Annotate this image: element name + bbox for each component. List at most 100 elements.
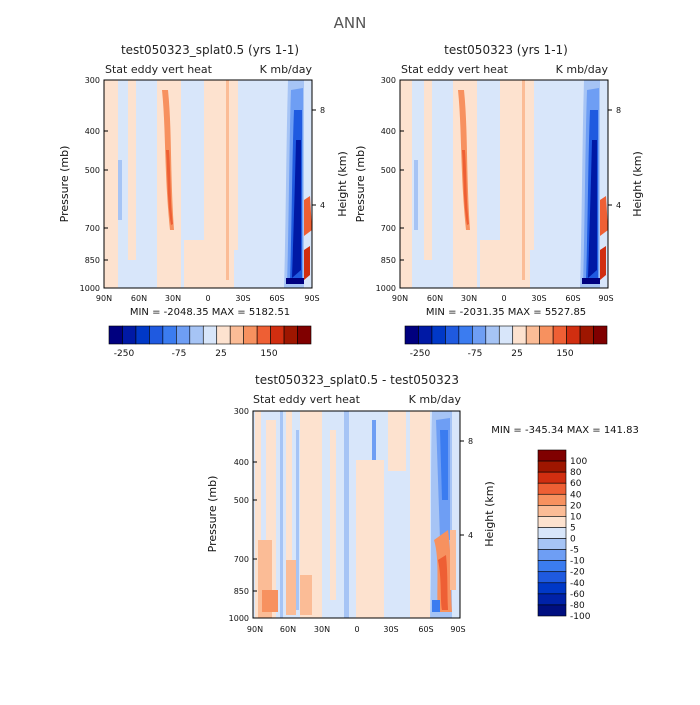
p2-cbar-label-2: 25 [511,349,522,359]
p1-cbar-swatch-6 [189,325,204,345]
p2-ytick-700: 700 [381,224,396,233]
p1-ytick-700: 700 [85,224,100,233]
p2-xtick-3: 0 [501,294,506,303]
p1-ytick-1000: 1000 [80,284,100,293]
p3-xtick-0: 90N [247,625,263,634]
p3-cbar-label-13: -80 [570,601,585,611]
p3-xtick-1: 60N [280,625,296,634]
p2-ytick-500: 500 [381,166,396,175]
panel-2-minmax: MIN = -2031.35 MAX = 5527.85 [426,307,586,318]
panel-3-minmax: MIN = -345.34 MAX = 141.83 [491,425,639,436]
p2-ylabel-right: Height (km) [631,151,644,217]
p2-cbar-swatch-11 [552,325,567,345]
p2-cbar-swatch-3 [445,325,460,345]
p2-ylabel: Pressure (mb) [354,146,367,223]
p1-cbar-swatch-14 [297,325,312,345]
p2-cbar-swatch-14 [593,325,608,345]
p1-ytick-300: 300 [85,76,100,85]
p3-cbar-swatch-10 [537,560,567,573]
p3-cbar-swatch-4 [537,493,567,506]
p1-ytick-850: 850 [85,256,100,265]
p2-cbar-swatch-5 [472,325,487,345]
p1-ylabel: Pressure (mb) [58,146,71,223]
p1-cbar-swatch-3 [149,325,164,345]
panel-2-xaxis: 90N 60N 30N 0 30S 60S 90S [392,294,614,303]
p1-cbar-swatch-8 [216,325,231,345]
p1-xtick-4: 30S [235,294,250,303]
panel-1-xaxis: 90N 60N 30N 0 30S 60S 90S [96,294,320,303]
p3-cbar-label-5: 10 [570,512,582,522]
p3-xtick-4: 30S [383,625,398,634]
p2-cbar-swatch-9 [525,325,540,345]
p3-cbar-label-7: 0 [570,535,576,545]
p2-ytick-300: 300 [381,76,396,85]
panel-3-colorbar [537,449,567,617]
p2-ytick-850: 850 [381,256,396,265]
p3-xtick-3: 0 [354,625,359,634]
panel-2-title: test050323 (yrs 1-1) [444,43,568,57]
p1-cbar-swatch-4 [162,325,177,345]
p2-cbar-label-0: -250 [410,349,431,359]
panel-2-field [400,80,608,288]
panel-1-colorbar [108,325,312,345]
p3-cbar-label-12: -60 [570,590,585,600]
p3-cbar-swatch-13 [537,593,567,606]
p2-rtick-8: 8 [616,106,621,115]
p1-xtick-0: 90N [96,294,112,303]
panel-1-title: test050323_splat0.5 (yrs 1-1) [121,43,299,57]
p1-xtick-2: 30N [165,294,181,303]
panel-1-left-label: Stat eddy vert heat [105,63,213,76]
panel-3-xaxis: 90N 60N 30N 0 30S 60S 90S [247,625,466,634]
figure-title: ANN [334,14,367,32]
panel-1-yaxis: 300 400 500 700 850 1000 Pressure (mb) 8… [58,76,349,293]
panel-1-field [104,80,312,288]
p3-rtick-8: 8 [468,437,473,446]
panel-1-minmax: MIN = -2048.35 MAX = 5182.51 [130,307,290,318]
p3-cbar-swatch-6 [537,516,567,528]
p3-cbar-label-3: 40 [570,490,582,500]
p1-cbar-swatch-9 [229,325,244,345]
p3-cbar-swatch-2 [537,471,567,484]
p1-cbar-label-0: -250 [114,349,135,359]
p3-ytick-300: 300 [234,407,249,416]
panel-2-right-label: K mb/day [556,63,609,76]
panel-3-yaxis: 300 400 500 700 850 1000 Pressure (mb) 8… [206,407,496,623]
p1-xtick-3: 0 [205,294,210,303]
p1-cbar-swatch-7 [202,325,218,345]
p3-cbar-label-10: -20 [570,568,585,578]
p1-cbar-label-2: 25 [215,349,226,359]
p2-cbar-swatch-7 [498,325,514,345]
p3-cbar-swatch-12 [537,582,567,595]
p3-cbar-label-8: -5 [570,546,579,556]
p3-cbar-swatch-5 [537,505,567,517]
p3-cbar-label-6: 5 [570,523,576,533]
p2-cbar-swatch-0 [404,325,419,345]
p3-cbar-swatch-9 [537,549,567,561]
panel-3-left-label: Stat eddy vert heat [253,393,361,406]
p2-xtick-5: 60S [565,294,580,303]
panel-1-right-label: K mb/day [260,63,313,76]
p2-xtick-1: 60N [427,294,443,303]
p1-rtick-8: 8 [320,106,325,115]
p2-xtick-2: 30N [461,294,477,303]
p3-cbar-swatch-0 [537,449,567,462]
p2-xtick-6: 90S [598,294,613,303]
p3-ytick-500: 500 [234,496,249,505]
p1-xtick-6: 90S [304,294,319,303]
p3-ylabel-right: Height (km) [483,481,496,547]
p3-cbar-swatch-8 [537,538,567,550]
p1-ytick-400: 400 [85,127,100,136]
p3-cbar-swatch-11 [537,571,567,584]
panel-1: test050323_splat0.5 (yrs 1-1) Stat eddy … [58,43,349,359]
p3-xtick-2: 30N [314,625,330,634]
p2-xtick-0: 90N [392,294,408,303]
p2-cbar-label-3: 150 [556,349,573,359]
p3-cbar-swatch-7 [537,527,567,539]
p3-cbar-label-11: -40 [570,579,585,589]
p3-cbar-label-14: -100 [570,612,591,622]
p2-cbar-swatch-6 [485,325,500,345]
panel-3: test050323_splat0.5 - test050323 Stat ed… [206,373,639,634]
panel-2-colorbar-labels: -250 -75 25 150 [410,349,574,359]
p1-cbar-swatch-5 [176,325,191,345]
panel-1-colorbar-labels: -250 -75 25 150 [114,349,278,359]
